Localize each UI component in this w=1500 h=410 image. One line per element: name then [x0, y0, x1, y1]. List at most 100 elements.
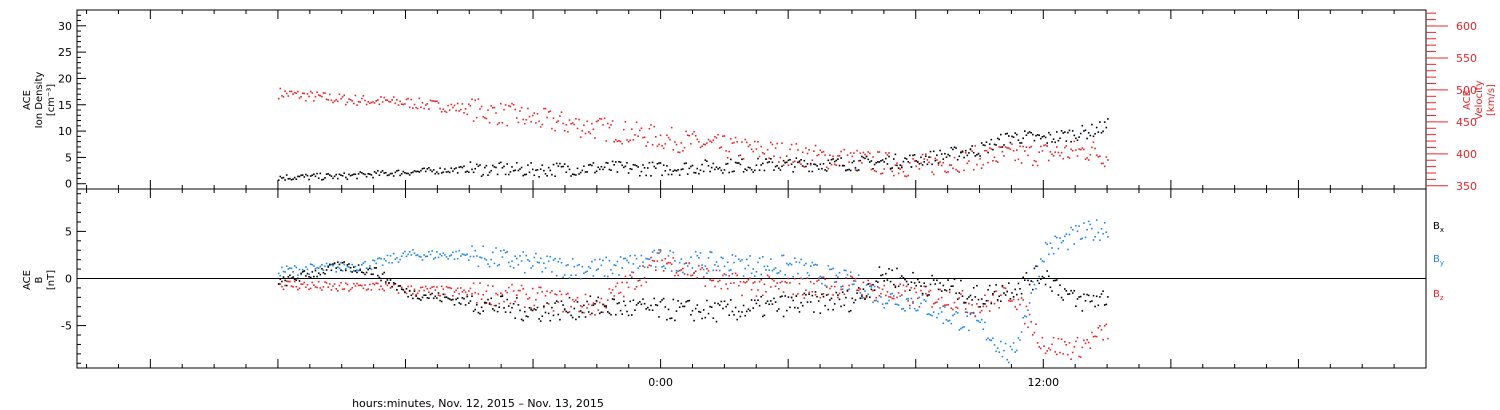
bx-point: [798, 311, 801, 313]
density-point: [921, 164, 924, 166]
velocity-point: [661, 145, 663, 147]
bx-point: [849, 309, 852, 312]
velocity-point: [345, 103, 347, 106]
velocity-point: [750, 148, 753, 150]
density-point: [872, 168, 874, 170]
by-point: [631, 271, 633, 273]
density-point: [605, 161, 607, 164]
velocity-point: [293, 91, 296, 94]
by-point: [648, 258, 651, 261]
by-point: [421, 259, 424, 261]
by-point: [650, 265, 652, 267]
density-point: [864, 157, 866, 160]
bx-point: [1057, 294, 1060, 296]
bx-point: [990, 302, 993, 305]
bz-point: [623, 295, 625, 298]
velocity-point: [1056, 146, 1058, 148]
density-point: [1065, 140, 1068, 142]
bz-point: [706, 268, 708, 270]
density-point: [1060, 130, 1063, 132]
bz-point: [635, 286, 638, 288]
velocity-point: [686, 134, 689, 136]
velocity-point: [1009, 148, 1012, 151]
density-point: [1040, 137, 1042, 140]
by-point: [460, 255, 462, 257]
density-point: [292, 178, 294, 180]
bz-point: [560, 293, 563, 296]
bz-point: [359, 284, 361, 287]
by-point: [651, 251, 654, 253]
by-point: [830, 268, 833, 271]
by-point: [485, 259, 488, 261]
density-point: [809, 162, 812, 165]
velocity-point: [377, 99, 379, 101]
velocity-point: [632, 139, 635, 141]
velocity-point: [752, 150, 754, 153]
bz-point: [1097, 327, 1100, 329]
bx-point: [488, 303, 491, 305]
bx-point: [851, 297, 854, 300]
bz-point: [1041, 336, 1044, 339]
velocity-point: [835, 164, 838, 166]
velocity-point: [635, 121, 638, 124]
density-point: [1095, 126, 1098, 129]
velocity-point: [798, 161, 801, 164]
density-point: [544, 173, 547, 175]
by-point: [913, 307, 916, 310]
velocity-point: [833, 163, 836, 166]
bx-point: [929, 283, 932, 286]
velocity-point: [549, 110, 552, 112]
bx-point: [655, 304, 657, 306]
y-tick-label-left: 15: [58, 99, 72, 112]
bx-point: [982, 303, 985, 305]
velocity-point: [920, 162, 922, 164]
density-point: [784, 162, 786, 164]
density-point: [332, 177, 334, 180]
bz-point: [1003, 287, 1005, 289]
density-point: [415, 170, 417, 173]
velocity-point: [428, 108, 430, 110]
density-point: [698, 172, 700, 175]
bx-point: [1107, 296, 1109, 298]
velocity-point: [667, 136, 670, 139]
bx-point: [595, 300, 598, 302]
by-point: [694, 250, 697, 253]
bz-point: [955, 306, 957, 309]
bx-point: [710, 306, 713, 308]
by-point: [861, 297, 863, 299]
bz-point: [538, 286, 540, 289]
by-point: [875, 299, 877, 302]
bz-point: [463, 289, 465, 291]
velocity-point: [996, 161, 999, 163]
bx-point: [338, 263, 341, 266]
by-point: [925, 300, 927, 302]
bz-point: [669, 262, 671, 264]
by-point: [295, 266, 298, 269]
bz-point: [487, 284, 489, 287]
bx-point: [712, 317, 715, 319]
bx-point: [690, 313, 692, 316]
velocity-point: [966, 162, 969, 165]
bx-point: [295, 279, 298, 281]
bx-point: [568, 296, 571, 299]
bx-point: [448, 298, 451, 300]
by-point: [594, 258, 596, 261]
bz-point: [744, 281, 746, 284]
density-point: [353, 173, 355, 176]
velocity-point: [1071, 149, 1074, 152]
bx-point: [349, 266, 352, 269]
bx-point: [531, 309, 534, 312]
density-point: [747, 166, 750, 169]
density-point: [969, 148, 972, 151]
by-point: [655, 266, 657, 268]
bz-point: [1028, 313, 1031, 316]
bz-point: [599, 301, 601, 304]
density-point: [907, 161, 909, 163]
bx-point: [319, 273, 322, 276]
velocity-point: [488, 121, 491, 124]
by-point: [976, 319, 978, 322]
bx-point: [894, 286, 897, 289]
bz-point: [897, 292, 900, 294]
velocity-point: [508, 104, 510, 107]
velocity-point: [340, 97, 342, 100]
